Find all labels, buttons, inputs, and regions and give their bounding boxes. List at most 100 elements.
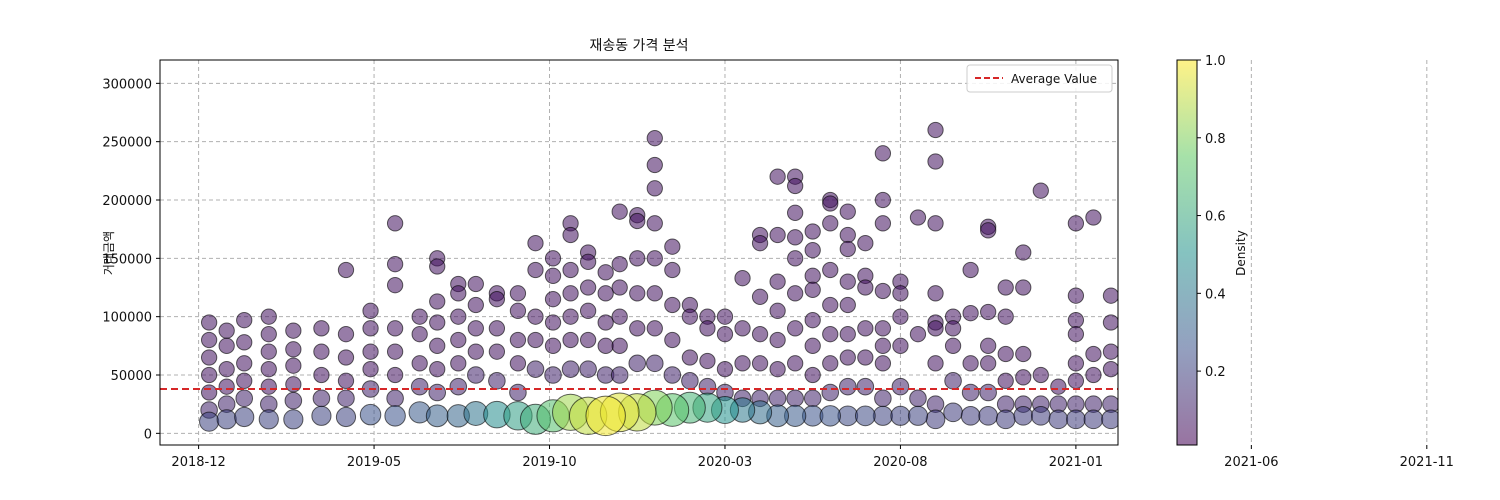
scatter-point [1067,326,1085,343]
plot-frame [159,59,1119,446]
scatter-point [1067,287,1085,304]
scatter-point [509,355,527,372]
scatter-point [751,326,769,343]
scatter-point [891,377,910,396]
scatter-point [386,320,404,337]
scatter-point [260,378,277,395]
scatter-point [839,349,856,366]
scatter-point [449,377,468,396]
scatter-point [804,242,821,259]
scatter-point [961,383,980,402]
scatter-point [236,355,253,372]
scatter-point [579,302,597,319]
scatter-point [509,285,527,302]
scatter-point [629,250,646,267]
scatter-point [218,322,235,339]
scatter-point [909,326,927,343]
scatter-point [1102,361,1118,378]
scatter-point [646,130,663,147]
scatter-point [236,372,253,389]
legend: Average Value [966,64,1113,93]
x-tick-label: 2021-11 [1400,455,1454,470]
scatter-point [681,349,699,366]
scatter-point [527,331,544,349]
scatter-point [1015,279,1032,296]
scatter-point [892,308,909,325]
scatter-point [429,314,446,331]
scatter-points [199,121,1153,437]
scatter-point [856,377,875,396]
scatter-point [716,361,734,378]
scatter-point [751,288,769,305]
scatter-point [1048,409,1069,430]
scatter-point [1015,244,1032,261]
scatter-point [822,215,839,232]
scatter-point [804,267,821,284]
scatter-point [962,355,979,372]
scatter-point [488,372,506,390]
scatter-point [1085,345,1102,363]
scatter-point [362,343,379,360]
scatter-point [787,250,804,267]
x-tick-label: 2019-10 [522,455,576,470]
scatter-point [597,264,614,281]
scatter-point [646,285,663,302]
x-tick-label: 2018-12 [171,455,225,470]
scatter-point [997,372,1014,389]
scatter-point [527,261,544,279]
scatter-point [646,250,663,267]
scatter-point [857,235,874,252]
scatter-point [629,212,646,230]
scatter-point [260,326,277,343]
scatter-point [235,389,254,408]
scatter-point [337,261,355,279]
scatter-point [285,357,302,374]
scatter-point [611,308,628,325]
scatter-point [488,320,506,337]
scatter-point [509,331,527,349]
scatter-point [218,378,235,395]
scatter-point [699,320,716,337]
scatter-point [386,389,404,408]
scatter-point [857,349,874,366]
chart-title: 재송동 가격 분석 [589,38,688,54]
y-axis-ticks: 0 50000 100000 150000 200000 250000 300000 [102,77,160,442]
scatter-point [787,285,804,302]
scatter-point [664,331,681,349]
scatter-point [980,337,997,354]
scatter-point [386,215,404,232]
scatter-point [997,279,1014,296]
scatter-point [944,372,962,390]
scatter-point [1030,405,1051,426]
scatter-point [909,389,927,408]
scatter-point [526,360,545,378]
scatter-point [611,279,628,296]
scatter-point [664,238,681,255]
scatter-point [944,337,962,354]
scatter-point [839,226,856,244]
colorbar-fill [1177,60,1197,445]
scatter-point [509,302,527,319]
scatter-point [874,145,892,162]
scatter-point [751,235,769,252]
scatter-point [874,355,892,372]
scatter-point [1138,362,1153,377]
scatter-point [1013,405,1034,426]
scatter-point [428,383,447,402]
scatter-point [236,312,253,329]
scatter-point [734,320,751,337]
scatter-point [874,282,892,300]
scatter-point [544,267,562,284]
scatter-point [337,372,355,389]
scatter-point [874,337,892,354]
colorbar-tick-label: 0.8 [1205,132,1226,147]
scatter-point [769,226,786,244]
scatter-point [1138,379,1153,394]
y-tick-label: 0 [144,427,152,442]
scatter-point [857,279,874,296]
scatter-point [467,320,484,337]
scatter-point [925,409,946,430]
scatter-point [787,177,804,195]
scatter-point [611,337,628,354]
scatter-point [597,314,614,331]
